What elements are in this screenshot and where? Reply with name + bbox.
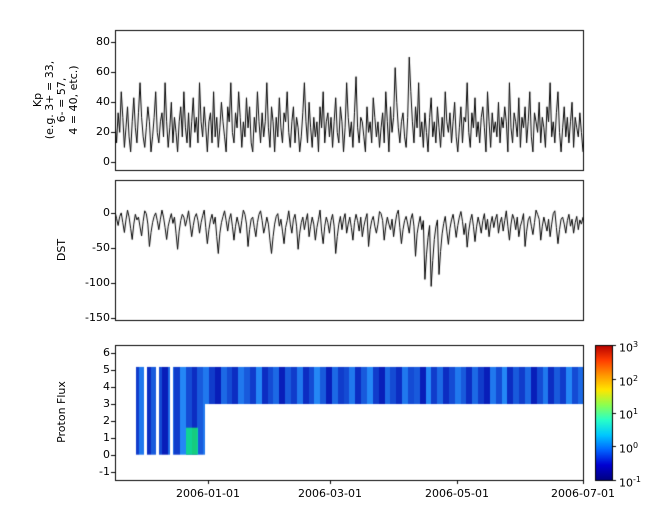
- proton-ytick-5: 5: [103, 363, 110, 376]
- xtick-2006-01-01: 2006-01-01: [176, 487, 240, 500]
- dst-ytick--50: -50: [92, 241, 110, 254]
- colorbar-tick-1e0: 100: [619, 441, 639, 456]
- colorbar-tick-1e2: 102: [619, 374, 639, 389]
- dst-ytick--100: -100: [85, 276, 110, 289]
- kp-ytick-20: 20: [96, 125, 110, 138]
- proton-ytick-3: 3: [103, 397, 110, 410]
- proton-ytick-2: 2: [103, 414, 110, 427]
- kp-ytick-80: 80: [96, 35, 110, 48]
- xtick-2006-03-01: 2006-03-01: [298, 487, 362, 500]
- proton-ytick--1: -1: [99, 465, 110, 478]
- proton-flux-y-axis-label: Proton Flux: [55, 381, 68, 443]
- kp-ytick-40: 40: [96, 95, 110, 108]
- proton-ytick-4: 4: [103, 380, 110, 393]
- dst-y-axis-label: DST: [55, 238, 68, 262]
- colorbar-tick-1e3: 103: [619, 340, 639, 355]
- colorbar-tick-1e-1: 10-1: [619, 475, 641, 490]
- proton-ytick-1: 1: [103, 431, 110, 444]
- kp-ytick-60: 60: [96, 65, 110, 78]
- dst-ytick-0: 0: [103, 206, 110, 219]
- xtick-2006-07-01: 2006-07-01: [551, 487, 615, 500]
- xtick-2006-05-01: 2006-05-01: [425, 487, 489, 500]
- kp-y-axis-label: Kp (e.g. 3+ = 33, 6- = 57, 4 = 40, etc.): [31, 61, 80, 139]
- proton-ytick-0: 0: [103, 448, 110, 461]
- kp-ytick-0: 0: [103, 155, 110, 168]
- colorbar-tick-1e1: 101: [619, 407, 639, 422]
- proton-ytick-6: 6: [103, 346, 110, 359]
- dst-ytick--150: -150: [85, 311, 110, 324]
